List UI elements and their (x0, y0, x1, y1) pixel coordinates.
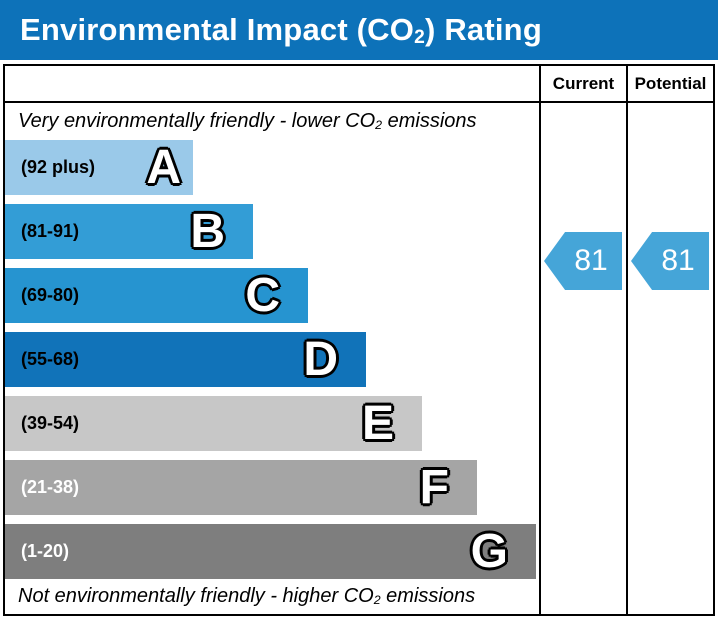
potential-rating-arrow: 81 (631, 232, 709, 290)
band-letter: A (146, 141, 181, 194)
current-rating-value: 81 (574, 244, 608, 277)
band-row: (55-68) D (5, 332, 366, 387)
bottom-caption-text: Not environmentally friendly - higher CO… (18, 585, 475, 608)
bottom-caption: Not environmentally friendly - higher CO… (5, 579, 539, 614)
band-row: (69-80) C (5, 268, 308, 323)
band-row: (81-91) B (5, 204, 253, 259)
band-row: (1-20) G (5, 524, 536, 579)
band-range-label: (39-54) (21, 413, 80, 433)
top-caption: Very environmentally friendly - lower CO… (5, 103, 539, 140)
band-range-label: (81-91) (21, 221, 80, 241)
band-range-label: (1-20) (21, 541, 70, 561)
rating-table: Current Potential Very environmentally f… (3, 64, 715, 616)
bars-header-cell (5, 66, 541, 101)
page-title-subscript: 2 (414, 27, 425, 49)
bottom-caption-post: emissions (380, 585, 476, 607)
table-body-row: Very environmentally friendly - lower CO… (5, 103, 713, 614)
table-header-row: Current Potential (5, 66, 713, 103)
band-letter: G (470, 525, 508, 578)
page-title-text: Environmental Impact (CO (20, 12, 415, 47)
page-title-text-end: ) Rating (424, 12, 542, 47)
bottom-caption-subscript: 2 (373, 593, 381, 608)
current-column-header: Current (541, 66, 628, 101)
potential-column-header: Potential (634, 73, 707, 93)
top-caption-pre: Very environmentally friendly - lower CO (18, 110, 376, 132)
top-caption-subscript: 2 (375, 118, 383, 133)
current-rating-arrow: 81 (544, 232, 622, 290)
band-range-label: (55-68) (21, 349, 80, 369)
top-caption-post: emissions (382, 110, 477, 132)
band-row: (39-54) E (5, 396, 422, 451)
band-row: (21-38) F (5, 460, 477, 515)
page-title: Environmental Impact (CO2) Rating (20, 12, 542, 48)
band-letter: F (419, 461, 449, 514)
band-range-label: (92 plus) (21, 157, 96, 177)
band-row: (92 plus) A (5, 140, 193, 195)
band-range-label: (21-38) (21, 477, 80, 497)
band-range-label: (69-80) (21, 285, 80, 305)
current-column: 81 (541, 103, 628, 614)
band-letter: B (190, 205, 225, 258)
potential-column: 81 (628, 103, 713, 614)
bottom-caption-pre: Not environmentally friendly - higher CO (18, 585, 374, 607)
band-letter: D (303, 333, 338, 386)
bands-column: Very environmentally friendly - lower CO… (5, 103, 541, 614)
band-letter: E (361, 397, 394, 450)
potential-rating-value: 81 (661, 244, 695, 277)
bands: (92 plus) A (81-91) B (69-80) C (55-68) … (5, 140, 539, 579)
top-caption-text: Very environmentally friendly - lower CO… (18, 110, 477, 133)
band-letter: C (245, 269, 280, 322)
banner: Environmental Impact (CO2) Rating (0, 0, 718, 60)
